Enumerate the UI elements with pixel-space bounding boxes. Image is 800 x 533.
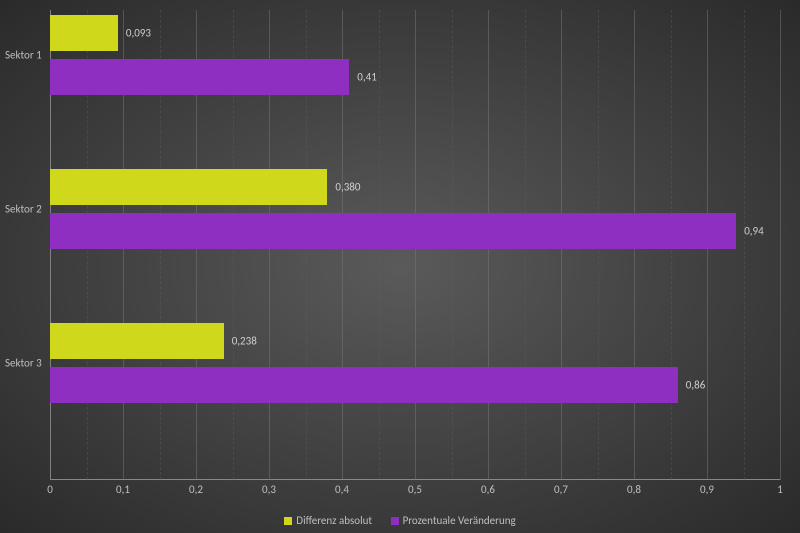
value-label: 0,380 [335, 181, 360, 194]
value-label: 0,41 [357, 71, 376, 84]
legend-swatch-0 [284, 517, 292, 525]
value-label: 0,94 [744, 225, 763, 238]
category-label: Sektor 3 [5, 357, 47, 370]
bar-series0 [50, 169, 327, 205]
gridline-minor [744, 10, 745, 480]
bar-series1 [50, 213, 736, 249]
value-label: 0,238 [232, 335, 257, 348]
plot-area: 0,0930,410,3800,940,2380,86 00,10,20,30,… [50, 10, 780, 480]
xtick-label: 0,2 [189, 483, 203, 496]
xtick-label: 0,7 [554, 483, 568, 496]
xtick-label: 0,5 [408, 483, 422, 496]
legend-swatch-1 [391, 517, 399, 525]
xtick-label: 0 [47, 483, 53, 496]
xtick-label: 0,9 [700, 483, 714, 496]
category-label: Sektor 2 [5, 203, 47, 216]
xtick-label: 0,4 [335, 483, 349, 496]
xtick-label: 0,6 [481, 483, 495, 496]
bar-series1 [50, 59, 349, 95]
category-label: Sektor 1 [5, 49, 47, 62]
xtick-label: 0,8 [627, 483, 641, 496]
legend-item-0: Differenz absolut [284, 514, 372, 527]
value-label: 0,86 [686, 379, 705, 392]
xtick-label: 0,1 [116, 483, 130, 496]
gridline-major [780, 10, 781, 480]
legend: Differenz absolut Prozentuale Veränderun… [0, 514, 800, 527]
legend-label-0: Differenz absolut [296, 514, 372, 527]
legend-label-1: Prozentuale Veränderung [403, 514, 516, 527]
bar-series1 [50, 367, 678, 403]
legend-item-1: Prozentuale Veränderung [391, 514, 516, 527]
chart-container: 0,0930,410,3800,940,2380,86 00,10,20,30,… [0, 0, 800, 533]
bar-series0 [50, 15, 118, 51]
bar-series0 [50, 323, 224, 359]
xtick-label: 1 [777, 483, 783, 496]
value-label: 0,093 [126, 27, 151, 40]
xtick-label: 0,3 [262, 483, 276, 496]
